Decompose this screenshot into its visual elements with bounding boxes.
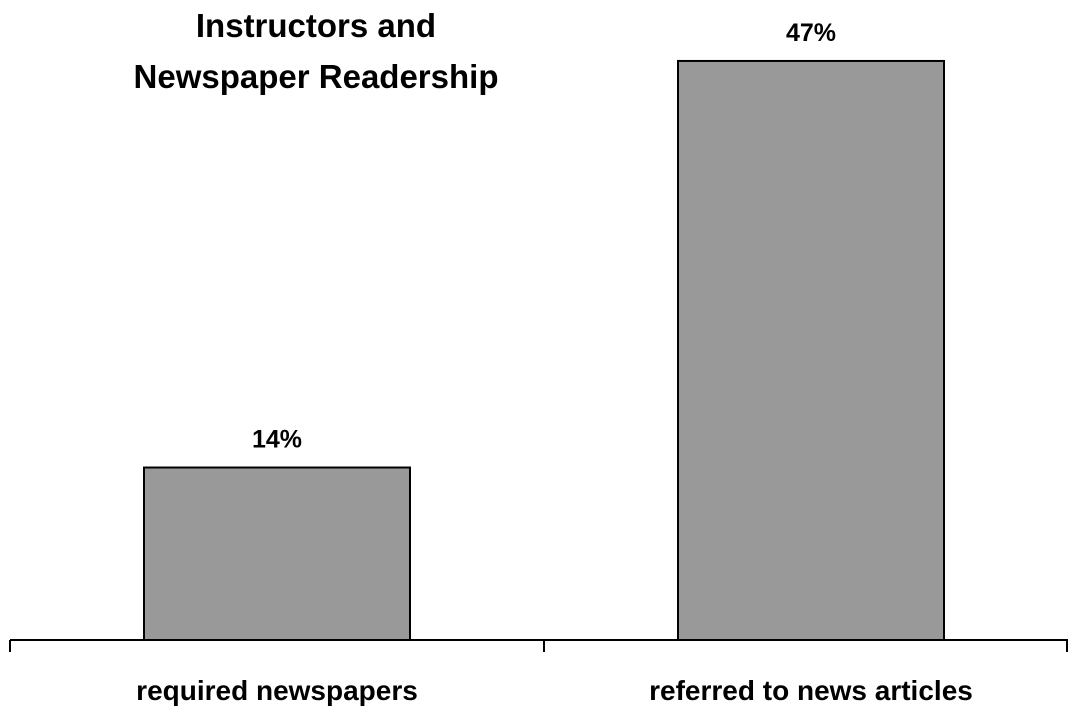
data-label-1: 14% (252, 426, 302, 454)
chart-title-line-2: Newspaper Readership (134, 58, 499, 95)
x-tick-label-2: referred to news articles (649, 675, 973, 706)
bar-2 (677, 59, 945, 641)
data-label-2: 47% (786, 19, 836, 47)
chart-title-line-1: Instructors and (196, 7, 436, 44)
plot-area: 14% required newspapers 47% referred to new… (9, 19, 1068, 706)
bar-1 (143, 466, 411, 641)
x-tick-label-1: required newspapers (136, 675, 418, 706)
